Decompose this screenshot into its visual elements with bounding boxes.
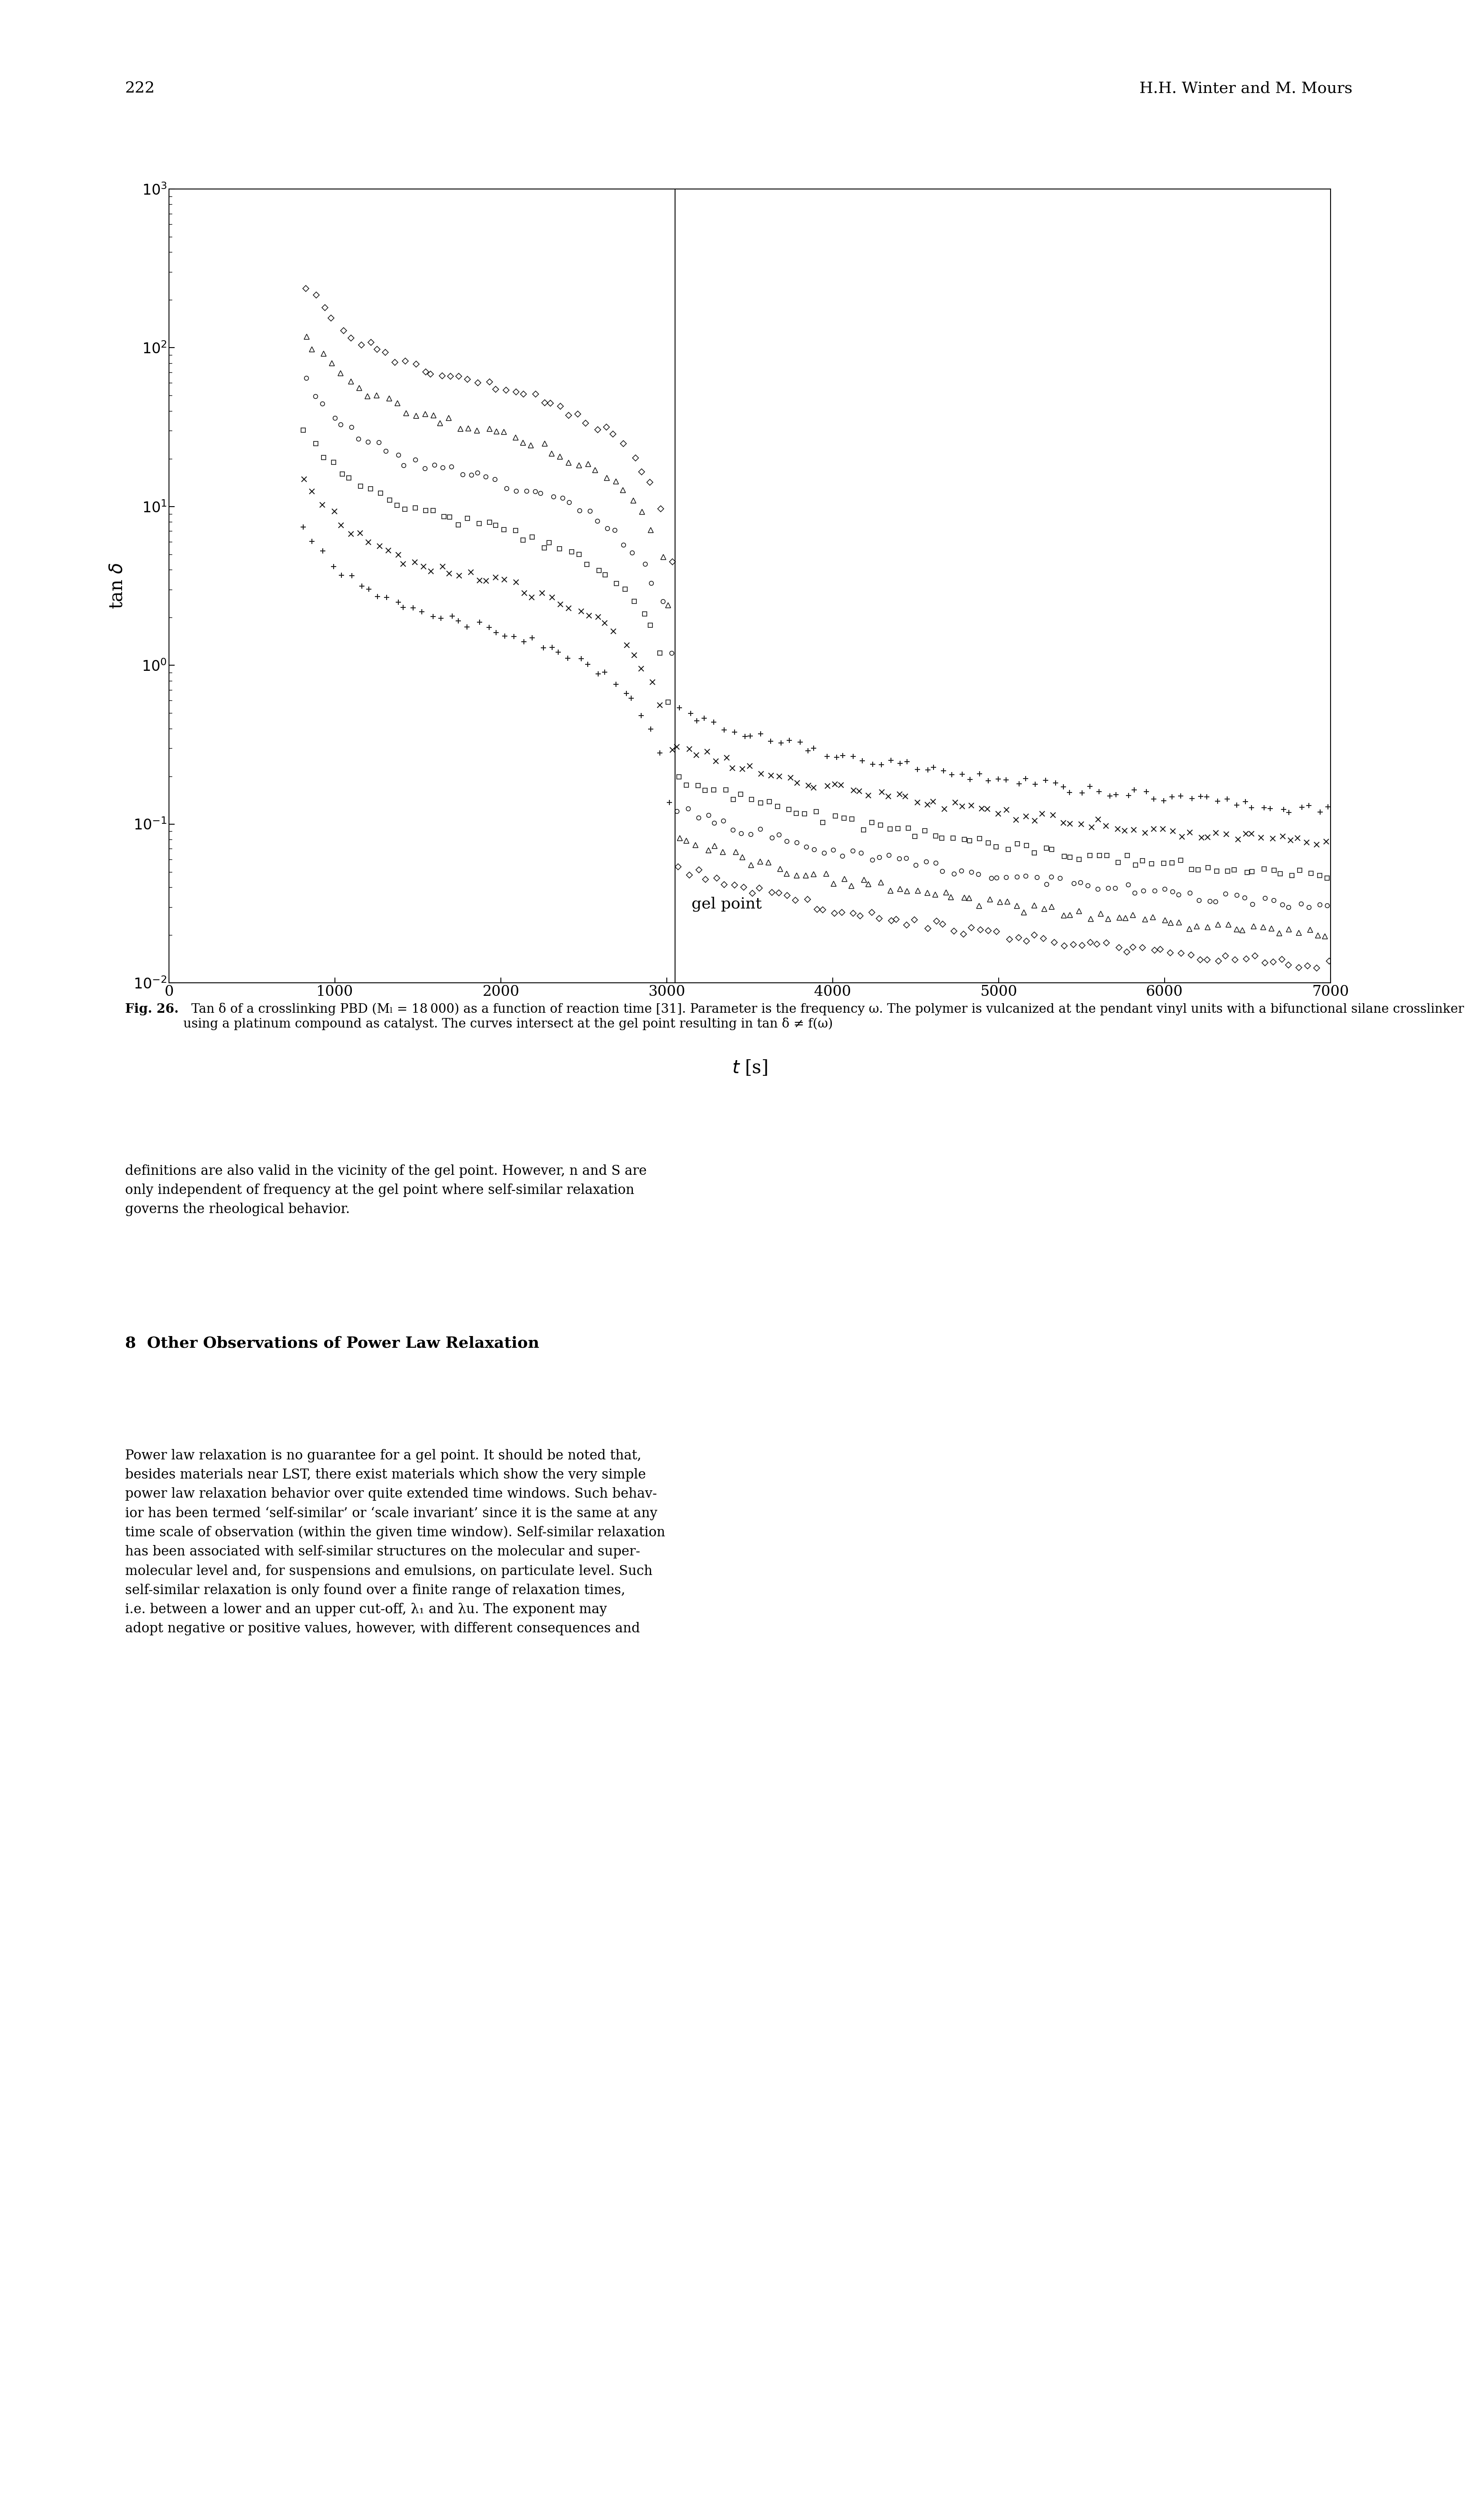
Text: Tan δ of a crosslinking PBD (Mₗ = 18 000) as a function of reaction time [31]. P: Tan δ of a crosslinking PBD (Mₗ = 18 000…: [184, 1003, 1464, 1031]
Text: 222: 222: [125, 81, 154, 96]
Text: $t$ [s]: $t$ [s]: [732, 1058, 767, 1076]
Text: gel point: gel point: [692, 897, 761, 912]
Text: 8  Other Observations of Power Law Relaxation: 8 Other Observations of Power Law Relaxa…: [125, 1336, 539, 1351]
Text: Fig. 26.: Fig. 26.: [125, 1003, 178, 1016]
Text: H.H. Winter and M. Mours: H.H. Winter and M. Mours: [1139, 81, 1352, 96]
Text: definitions are also valid in the vicinity of the gel point. However, n and S ar: definitions are also valid in the vicini…: [125, 1164, 647, 1217]
Text: Power law relaxation is no guarantee for a gel point. It should be noted that,
b: Power law relaxation is no guarantee for…: [125, 1449, 664, 1635]
Y-axis label: tan $\delta$: tan $\delta$: [107, 562, 126, 610]
